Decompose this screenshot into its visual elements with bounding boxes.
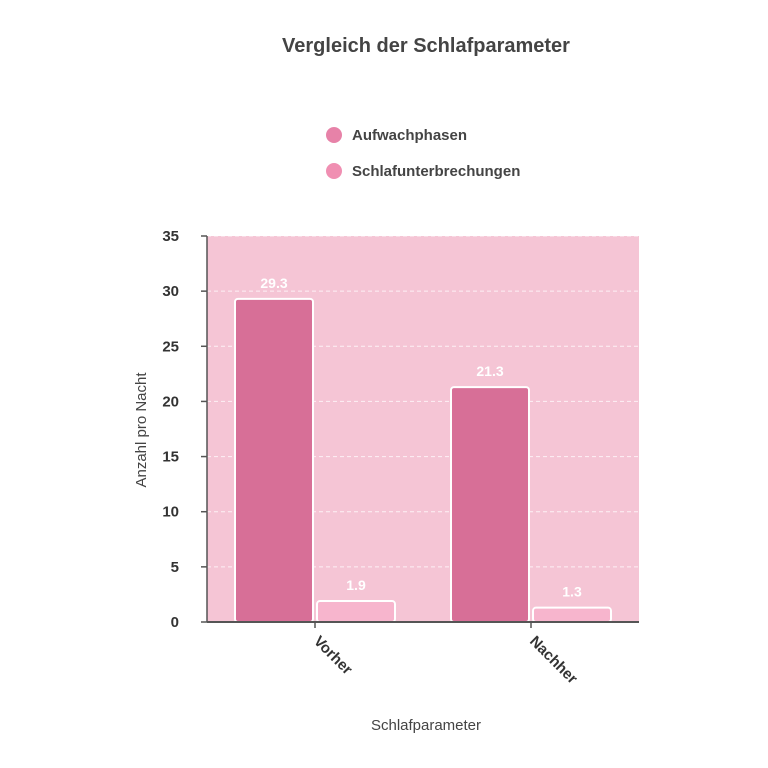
data-labels: 29.3 1.9 21.3 1.3: [260, 275, 582, 600]
y-axis-title: Anzahl pro Nacht: [133, 372, 150, 488]
x-tick-label-vorher: Vorher: [310, 633, 356, 679]
bar-vorher-series-2: [316, 600, 396, 624]
legend-marker-schlafunterbrechungen: [326, 163, 342, 179]
bar-nachher-series-2: [532, 606, 612, 623]
data-label: 1.3: [562, 584, 582, 600]
y-tick-label: 35: [162, 228, 179, 245]
y-tick-label: 5: [171, 559, 179, 576]
data-label: 21.3: [476, 363, 503, 379]
y-tick-label: 25: [162, 338, 179, 355]
axes: [206, 236, 639, 623]
data-label: 1.9: [346, 577, 366, 593]
y-tick-label: 30: [162, 283, 179, 300]
legend: Aufwachphasen Schlafunterbrechungen: [326, 127, 520, 180]
bar-vorher-series-1: [234, 297, 314, 623]
bar-nachher-series-1: [450, 386, 530, 623]
x-axis-title: Schlafparameter: [371, 717, 481, 734]
y-tick-label: 15: [162, 449, 179, 466]
y-tick-label: 0: [171, 614, 179, 631]
bars: [234, 297, 612, 624]
y-axis-ticks: 0 5 10 15 20 25 30 35: [162, 228, 207, 631]
legend-label-aufwachphasen: Aufwachphasen: [352, 127, 467, 144]
chart-title: Vergleich der Schlafparameter: [282, 35, 570, 57]
data-label: 29.3: [260, 275, 287, 291]
y-tick-label: 20: [162, 393, 179, 410]
legend-marker-aufwachphasen: [326, 127, 342, 143]
legend-label-schlafunterbrechungen: Schlafunterbrechungen: [352, 163, 520, 180]
x-axis-ticks: Vorher Nachher: [310, 622, 581, 687]
y-tick-label: 10: [162, 504, 179, 521]
x-tick-label-nachher: Nachher: [526, 633, 581, 688]
